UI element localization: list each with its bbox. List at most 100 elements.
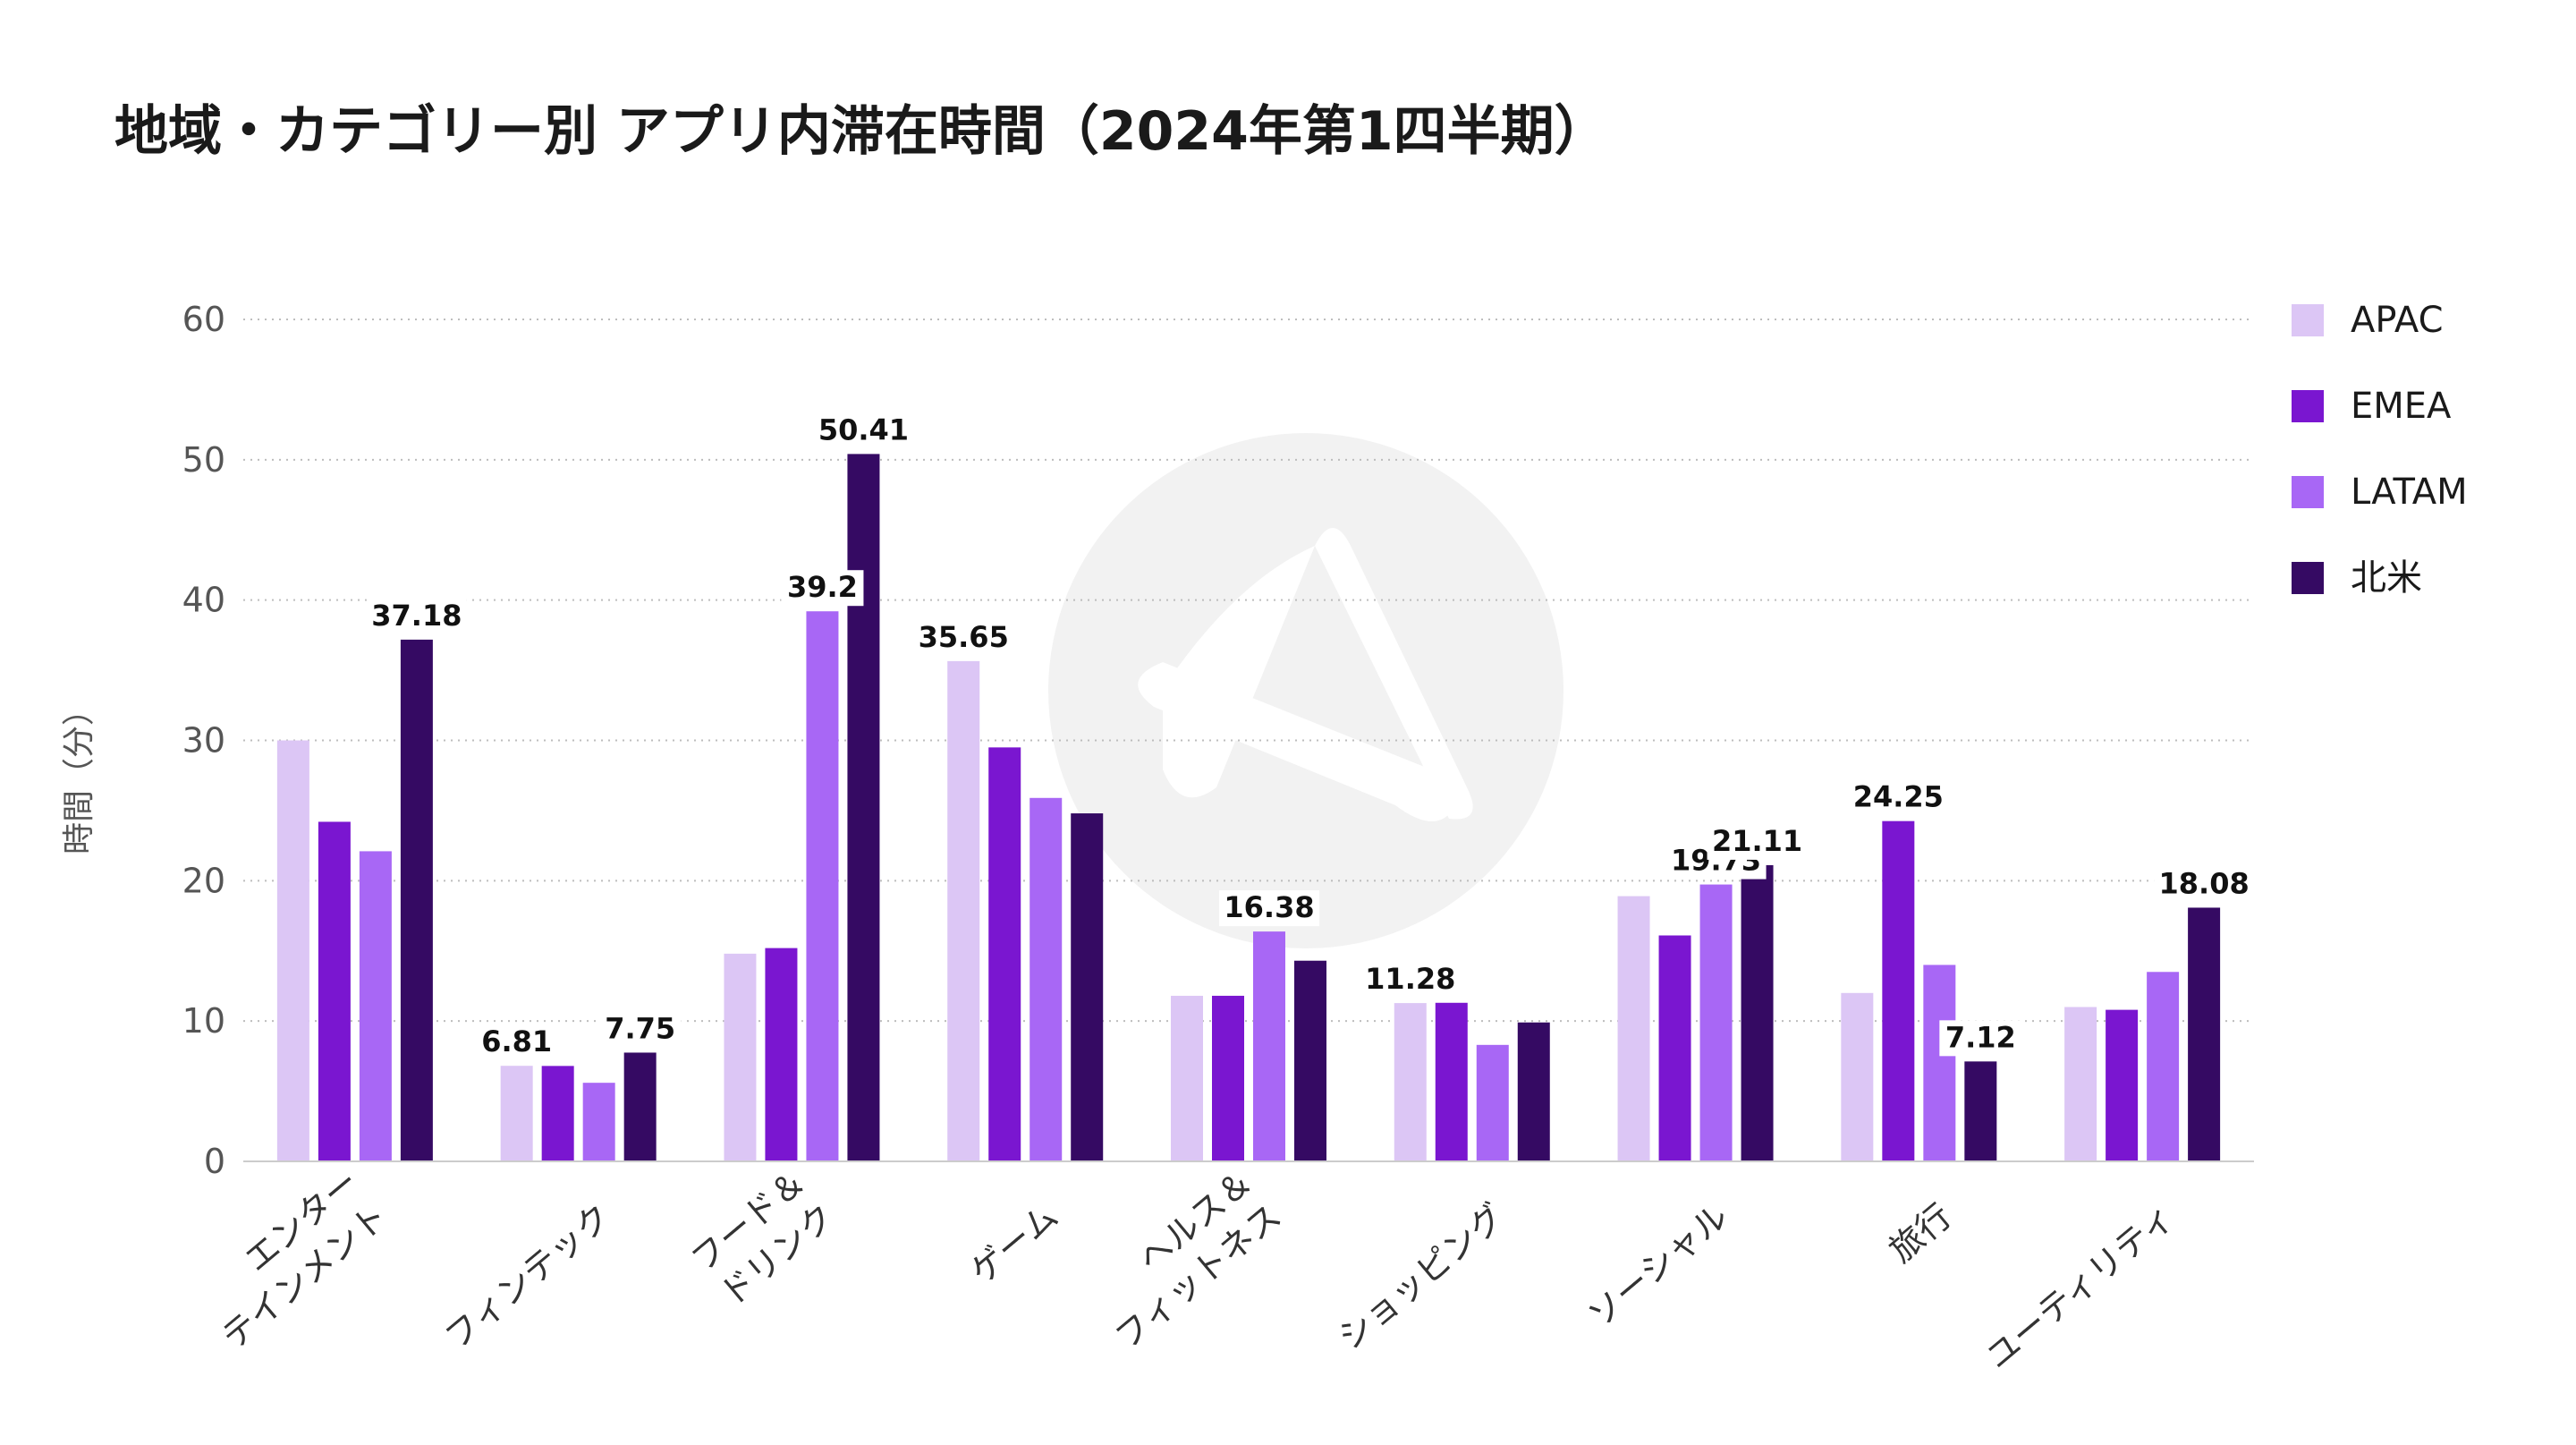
y-tick-label: 30 (182, 721, 225, 761)
y-axis-label: 時間（分） (61, 693, 97, 854)
data-label-background (1360, 962, 1461, 999)
y-axis-ticks: 0 10 20 30 40 50 60 (182, 300, 225, 1181)
data-label: 21.11 (1712, 824, 1802, 858)
x-category-label-line: フィンテック (437, 1196, 618, 1357)
y-tick-label: 60 (182, 300, 225, 339)
legend-swatch (2292, 304, 2324, 336)
data-label-background (2154, 866, 2255, 903)
bar-北米-4 (1294, 960, 1326, 1161)
bar-北米-8 (2188, 907, 2221, 1161)
bar-emea-0 (318, 821, 351, 1161)
data-label-background (1848, 779, 1949, 816)
data-label-background (366, 598, 467, 634)
data-label-background (1707, 823, 1808, 860)
bar-北米-6 (1741, 864, 1774, 1161)
bar-apac-3 (947, 660, 980, 1161)
data-label-background (781, 570, 864, 607)
bar-emea-3 (988, 747, 1021, 1161)
grid-lines (243, 319, 2254, 1023)
bar-北米-5 (1517, 1022, 1550, 1161)
legend-swatch (2292, 562, 2324, 594)
bar-apac-2 (724, 953, 757, 1161)
bar-apac-8 (2064, 1007, 2097, 1161)
chart-title: 地域・カテゴリー別 アプリ内滞在時間（2024年第1四半期） (114, 100, 1608, 163)
bar-latam-8 (2147, 972, 2180, 1161)
data-label: 7.12 (1945, 1020, 2016, 1054)
watermark-logo-icon (1048, 433, 1563, 948)
y-tick-label: 10 (182, 1001, 225, 1041)
bar-emea-4 (1212, 995, 1244, 1161)
bar-北米-1 (623, 1052, 657, 1161)
legend-label: 北米 (2351, 557, 2422, 599)
data-label-background (913, 619, 1014, 656)
x-category-label: ソーシャル (1580, 1196, 1735, 1335)
data-label: 24.25 (1853, 780, 1944, 814)
x-category-label-line: ユーティリティ (1978, 1196, 2182, 1377)
bar-latam-1 (582, 1083, 615, 1161)
bar-apac-1 (500, 1066, 533, 1161)
bar-emea-6 (1658, 935, 1691, 1161)
data-label: 11.28 (1365, 962, 1455, 996)
x-category-label: ヘルス＆フィットネス (1107, 1162, 1288, 1357)
data-label: 35.65 (919, 620, 1009, 654)
bar-latam-5 (1476, 1044, 1509, 1161)
bar-latam-2 (806, 611, 839, 1161)
bar-latam-3 (1030, 797, 1063, 1161)
data-label-background (475, 1024, 558, 1061)
bar-latam-0 (359, 851, 392, 1161)
x-category-label-line: ショッピング (1331, 1196, 1513, 1357)
data-label: 39.2 (787, 570, 858, 604)
legend-label: EMEA (2351, 386, 2452, 427)
bar-apac-6 (1617, 896, 1650, 1161)
data-labels: 37.186.81 7.7539.250.4135.6516.3811.2819.… (366, 412, 2255, 1061)
data-label: 18.08 (2159, 866, 2250, 900)
bar-latam-6 (1699, 884, 1733, 1161)
data-label-background (1219, 890, 1319, 927)
data-label-background (813, 412, 914, 449)
y-tick-label: 20 (182, 861, 225, 900)
legend-label: APAC (2351, 300, 2444, 341)
bar-emea-7 (1882, 820, 1915, 1161)
bars (276, 454, 2221, 1161)
bar-北米-0 (400, 639, 433, 1161)
bar-emea-5 (1435, 1002, 1468, 1161)
bar-latam-4 (1253, 931, 1285, 1161)
x-category-label-line: ゲーム (962, 1196, 1065, 1291)
y-tick-label: 0 (204, 1142, 225, 1181)
bar-emea-2 (765, 948, 798, 1161)
legend-swatch (2292, 390, 2324, 422)
legend-swatch (2292, 476, 2324, 508)
x-category-label-line: ソーシャル (1580, 1196, 1735, 1335)
x-category-label: ゲーム (962, 1196, 1065, 1291)
bar-北米-3 (1071, 813, 1104, 1161)
legend: APAC EMEA LATAM 北米 (2292, 300, 2468, 599)
bar-北米-2 (847, 454, 880, 1161)
x-category-label: 旅行 (1882, 1196, 1960, 1271)
data-label: 6.81 (481, 1024, 552, 1058)
bar-apac-4 (1171, 995, 1203, 1161)
data-label: 50.41 (818, 412, 909, 446)
bar-emea-8 (2106, 1009, 2139, 1161)
bar-apac-7 (1841, 992, 1874, 1161)
x-category-label: ユーティリティ (1978, 1196, 2182, 1377)
x-category-label: フィンテック (437, 1196, 618, 1357)
bar-latam-7 (1923, 965, 1956, 1161)
x-category-label-line: 旅行 (1882, 1196, 1960, 1271)
data-label: 16.38 (1224, 890, 1314, 924)
bar-北米-7 (1964, 1061, 1997, 1161)
y-tick-label: 40 (182, 581, 225, 620)
bar-emea-1 (541, 1066, 574, 1161)
bar-apac-0 (276, 740, 309, 1161)
bar-apac-5 (1394, 1003, 1427, 1161)
data-label-background (1939, 1020, 2022, 1057)
x-category-label: ショッピング (1331, 1196, 1513, 1357)
y-tick-label: 50 (182, 440, 225, 480)
x-category-label: フード＆ドリンク (683, 1162, 842, 1314)
data-label: 7.75 (605, 1011, 675, 1045)
legend-label: LATAM (2351, 472, 2468, 513)
data-label: 37.18 (371, 599, 462, 633)
data-label-background (598, 1011, 682, 1048)
